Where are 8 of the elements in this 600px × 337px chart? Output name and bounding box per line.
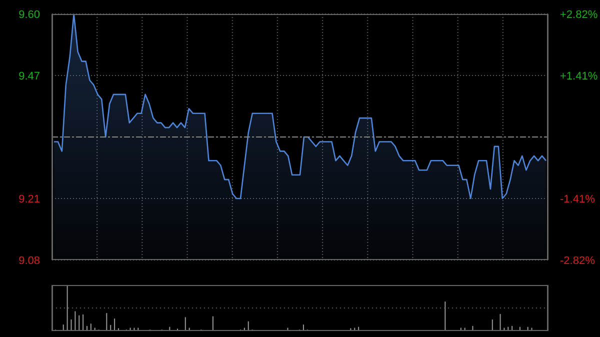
y-tick-label: 9.60 bbox=[18, 9, 40, 21]
y2-tick-label: +1.41% bbox=[560, 70, 598, 82]
y-tick-label: 9.47 bbox=[18, 70, 40, 82]
y2-tick-label: -1.41% bbox=[560, 194, 596, 206]
y-tick-label: 9.08 bbox=[18, 255, 40, 267]
y2-tick-label: -2.82% bbox=[560, 255, 596, 267]
y2-tick-label: +2.82% bbox=[560, 9, 598, 21]
y-tick-label: 9.21 bbox=[18, 194, 40, 206]
